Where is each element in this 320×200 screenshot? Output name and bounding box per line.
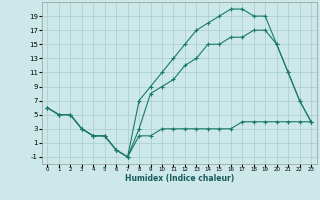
X-axis label: Humidex (Indice chaleur): Humidex (Indice chaleur) [124, 174, 234, 183]
